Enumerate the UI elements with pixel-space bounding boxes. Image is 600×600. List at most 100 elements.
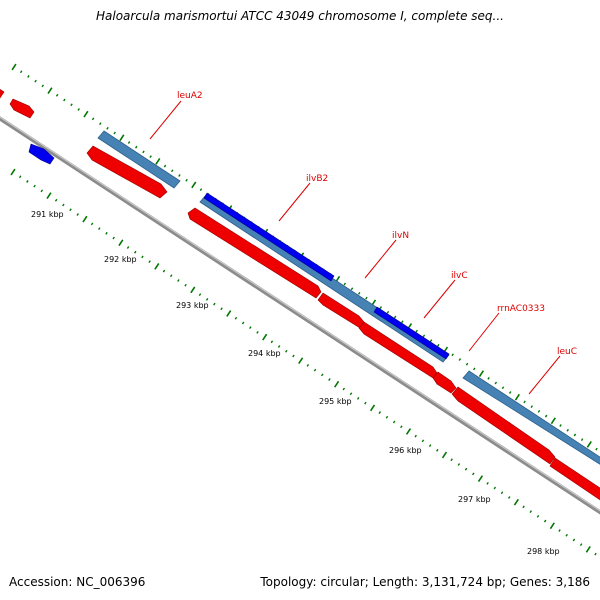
tick-inner-minor (148, 260, 151, 264)
gene-blue-left[interactable] (28, 143, 55, 165)
tick-inner-minor (313, 368, 317, 372)
tick-outer-minor (357, 292, 361, 295)
tick-inner-minor (112, 236, 115, 240)
gene-label-rrnAC0333[interactable]: rrnAC0333 (497, 304, 545, 314)
forward-orf-track (97, 130, 600, 468)
tick-inner-minor (62, 203, 65, 207)
tick-outer-minor (149, 155, 152, 159)
tick-inner-minor (594, 552, 597, 556)
tick-inner-minor (356, 397, 360, 400)
map-title: Haloarcula marismortui ATCC 43049 chromo… (96, 9, 504, 23)
label-line-ilvC (423, 279, 456, 319)
gene-red-leuC-1[interactable] (451, 386, 556, 465)
tick-outer-minor (135, 145, 138, 149)
tick-inner-minor (378, 411, 382, 414)
tick-outer-minor (559, 424, 562, 427)
tick-outer-minor (142, 150, 145, 154)
tick-outer-minor (19, 70, 23, 74)
tick-outer-major (191, 181, 197, 189)
tick-outer-minor (127, 141, 131, 144)
tick-inner-minor (270, 340, 274, 344)
tick-outer-minor (508, 391, 512, 394)
tick-inner-minor (428, 444, 432, 447)
gene-red-rrnAC0333[interactable] (432, 371, 457, 394)
tick-outer-minor (429, 339, 433, 342)
axis-labels: 291 kbp 292 kbp 293 kbp 294 kbp 295 kbp … (31, 210, 560, 556)
axis-label-293: 293 kbp (176, 301, 209, 310)
tick-outer-minor (415, 329, 418, 333)
gene-ilvC[interactable] (373, 306, 450, 360)
tick-outer-minor (386, 310, 390, 314)
axis-label-297: 297 kbp (458, 495, 491, 504)
tick-inner-major (441, 451, 448, 459)
tick-outer-minor (473, 367, 476, 371)
tick-inner-minor (536, 514, 540, 518)
orf-bar-leuC[interactable] (462, 370, 600, 468)
tick-outer-minor (343, 282, 347, 286)
tick-outer-minor (458, 358, 462, 361)
tick-outer-minor (77, 108, 80, 111)
gene-label-ilvC[interactable]: ilvC (451, 271, 468, 281)
tick-inner-minor (169, 274, 173, 278)
tick-inner-major (262, 333, 268, 341)
tick-inner-major (82, 215, 88, 223)
tick-inner-minor (234, 316, 238, 320)
tick-inner-major (298, 357, 304, 365)
axis-label-294: 294 kbp (248, 349, 281, 358)
tick-outer-major (119, 134, 125, 142)
axis-label-291: 291 kbp (31, 210, 64, 219)
gene-red-top-left[interactable] (0, 88, 5, 99)
tick-outer-minor (70, 103, 73, 107)
tick-outer-minor (465, 362, 469, 366)
tick-outer-major (550, 417, 556, 425)
label-line-ilvN (364, 239, 397, 279)
tick-inner-major (369, 404, 376, 412)
gene-red-ilvB2[interactable] (187, 207, 322, 299)
gene-red-leuA2[interactable] (86, 145, 168, 199)
tick-outer-minor (401, 320, 404, 324)
backbone (0, 116, 600, 515)
gene-label-ilvB2[interactable]: ilvB2 (306, 174, 328, 184)
gene-label-leuC[interactable]: leuC (557, 347, 577, 357)
tick-inner-major (334, 380, 340, 388)
tick-outer-minor (106, 126, 109, 130)
tick-inner-minor (306, 364, 310, 367)
label-line-leuA2 (149, 100, 182, 140)
summary-label: Topology: circular; Length: 3,131,724 bp… (260, 575, 590, 589)
tick-inner-minor (256, 330, 259, 334)
tick-marks-inner (10, 168, 597, 556)
tick-inner-minor (69, 208, 72, 212)
tick-outer-minor (544, 414, 548, 418)
tick-outer-minor (199, 188, 203, 192)
tick-outer-minor (530, 405, 534, 409)
tick-inner-minor (184, 283, 187, 287)
tick-inner-minor (472, 472, 475, 476)
tick-inner-minor (342, 387, 346, 391)
tick-inner-minor (450, 458, 453, 462)
tick-outer-major (514, 393, 520, 401)
tick-outer-minor (595, 447, 598, 451)
gene-red-left[interactable] (9, 98, 35, 119)
tick-outer-minor (163, 164, 167, 168)
tick-inner-minor (349, 392, 353, 396)
axis-label-296: 296 kbp (389, 446, 422, 455)
tick-inner-minor (213, 302, 216, 306)
tick-inner-minor (141, 255, 144, 259)
tick-inner-minor (33, 184, 36, 188)
gene-ilvB2[interactable] (203, 192, 335, 282)
tick-outer-minor (178, 174, 181, 177)
tick-outer-minor (41, 84, 45, 88)
gene-label-ilvN[interactable]: ilvN (392, 231, 409, 241)
tick-outer-minor (501, 386, 505, 390)
label-line-ilvB2 (278, 182, 311, 222)
tick-inner-minor (162, 269, 166, 273)
tick-inner-minor (572, 538, 576, 542)
tick-outer-minor (34, 79, 37, 83)
gene-red-leuC-2[interactable] (549, 457, 600, 504)
orf-bar-leuA2[interactable] (97, 130, 181, 189)
tick-inner-minor (177, 279, 180, 282)
tick-inner-minor (436, 448, 439, 452)
gene-label-leuA2[interactable]: leuA2 (177, 91, 203, 101)
tick-outer-major (47, 87, 53, 94)
tick-inner-minor (421, 439, 425, 443)
